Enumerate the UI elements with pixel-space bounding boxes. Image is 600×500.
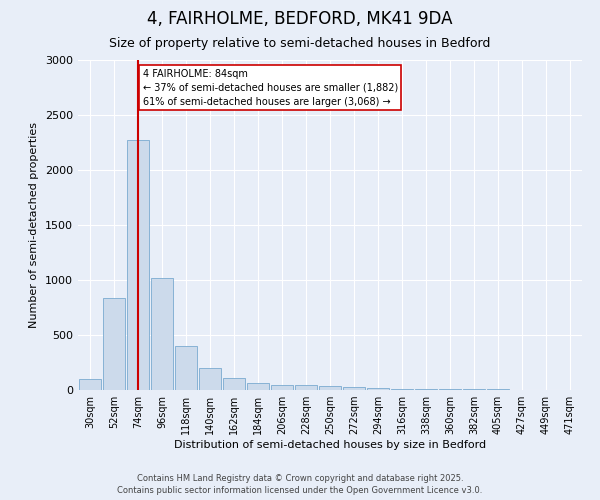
Bar xyxy=(271,384,293,390)
Text: Size of property relative to semi-detached houses in Bedford: Size of property relative to semi-detach… xyxy=(109,38,491,51)
X-axis label: Distribution of semi-detached houses by size in Bedford: Distribution of semi-detached houses by … xyxy=(174,440,486,450)
Bar xyxy=(79,379,101,390)
Bar xyxy=(319,386,341,390)
Bar xyxy=(103,298,125,390)
Bar xyxy=(223,378,245,390)
Text: 4, FAIRHOLME, BEDFORD, MK41 9DA: 4, FAIRHOLME, BEDFORD, MK41 9DA xyxy=(147,10,453,28)
Bar xyxy=(175,346,197,390)
Bar xyxy=(391,389,413,390)
Text: Contains HM Land Registry data © Crown copyright and database right 2025.
Contai: Contains HM Land Registry data © Crown c… xyxy=(118,474,482,495)
Y-axis label: Number of semi-detached properties: Number of semi-detached properties xyxy=(29,122,40,328)
Bar xyxy=(295,384,317,390)
Bar xyxy=(343,387,365,390)
Bar xyxy=(199,368,221,390)
Bar xyxy=(247,383,269,390)
Bar xyxy=(127,140,149,390)
Bar xyxy=(367,388,389,390)
Text: 4 FAIRHOLME: 84sqm
← 37% of semi-detached houses are smaller (1,882)
61% of semi: 4 FAIRHOLME: 84sqm ← 37% of semi-detache… xyxy=(143,69,398,107)
Bar xyxy=(151,278,173,390)
